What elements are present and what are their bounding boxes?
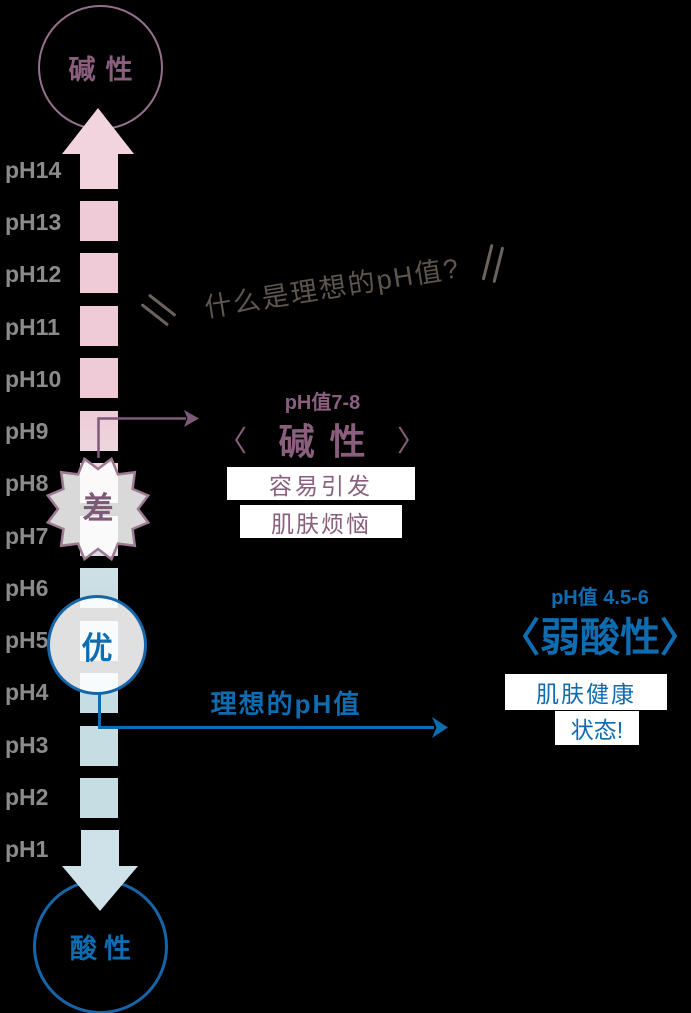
bad-badge: 差 bbox=[82, 491, 114, 526]
blue-arrowhead-icon bbox=[432, 717, 448, 738]
ph-scale-square bbox=[80, 358, 118, 399]
good-badge-label: 优 bbox=[81, 630, 113, 666]
purple-arrowhead-icon bbox=[184, 410, 199, 427]
down-arrow-icon bbox=[62, 866, 138, 911]
alkaline-circle-label: 碱性 bbox=[68, 55, 143, 85]
ph-label-ph10: pH10 bbox=[5, 365, 62, 392]
ph-label-ph5: pH5 bbox=[5, 627, 49, 654]
ph-label-ph11: pH11 bbox=[5, 313, 60, 340]
acidic-name: 〈弱酸性〉 bbox=[500, 616, 691, 660]
ph-label-ph9: pH9 bbox=[5, 418, 49, 445]
ph-label-ph2: pH2 bbox=[5, 783, 49, 810]
ph-scale-square bbox=[80, 725, 118, 766]
alkaline-note-line1: 容易引发 bbox=[227, 467, 415, 500]
down-arrow-stem bbox=[81, 830, 119, 868]
acidic-note-line1: 肌肤健康 bbox=[505, 674, 667, 710]
acidic-circle-label: 酸性 bbox=[70, 934, 138, 964]
ph-label-ph14: pH14 bbox=[5, 157, 62, 183]
good-badge: 优 bbox=[47, 595, 147, 695]
ph-scale-square bbox=[80, 777, 118, 818]
ph-scale-square bbox=[80, 253, 118, 294]
ph-scale-square bbox=[80, 305, 118, 346]
ph-label-ph12: pH12 bbox=[5, 261, 62, 288]
ph-label-ph4: pH4 bbox=[5, 679, 49, 706]
acidic-note-line2: 状态! bbox=[555, 711, 639, 745]
page-title: 什么是理想的pH值? bbox=[202, 252, 463, 324]
ph-scale-square bbox=[80, 410, 118, 451]
ph-label-ph1: pH1 bbox=[5, 835, 49, 862]
bad-starburst-icon bbox=[45, 456, 151, 562]
up-arrow-stem bbox=[80, 152, 118, 189]
ideal-ph-arrow-label: 理想的pH值 bbox=[210, 689, 362, 719]
alkaline-range: pH值7-8 bbox=[284, 392, 361, 414]
ph-scale-square bbox=[80, 201, 118, 241]
bracket-left: 〈 bbox=[218, 426, 248, 458]
alkaline-heading: 〈 碱性 〉 bbox=[218, 413, 426, 465]
alkaline-name: 碱性 bbox=[278, 421, 381, 462]
bracket-right: 〉 bbox=[396, 426, 426, 458]
up-arrow-icon bbox=[62, 108, 134, 154]
ph-label-ph13: pH13 bbox=[5, 209, 62, 236]
ph-label-ph8: pH8 bbox=[5, 470, 49, 497]
ph-label-ph3: pH3 bbox=[5, 731, 49, 758]
ph-label-ph6: pH6 bbox=[5, 574, 49, 601]
ph-label-ph7: pH7 bbox=[5, 522, 49, 549]
acidic-range: pH值 4.5-6 bbox=[551, 587, 649, 609]
alkaline-note-line2: 肌肤烦恼 bbox=[240, 505, 402, 538]
